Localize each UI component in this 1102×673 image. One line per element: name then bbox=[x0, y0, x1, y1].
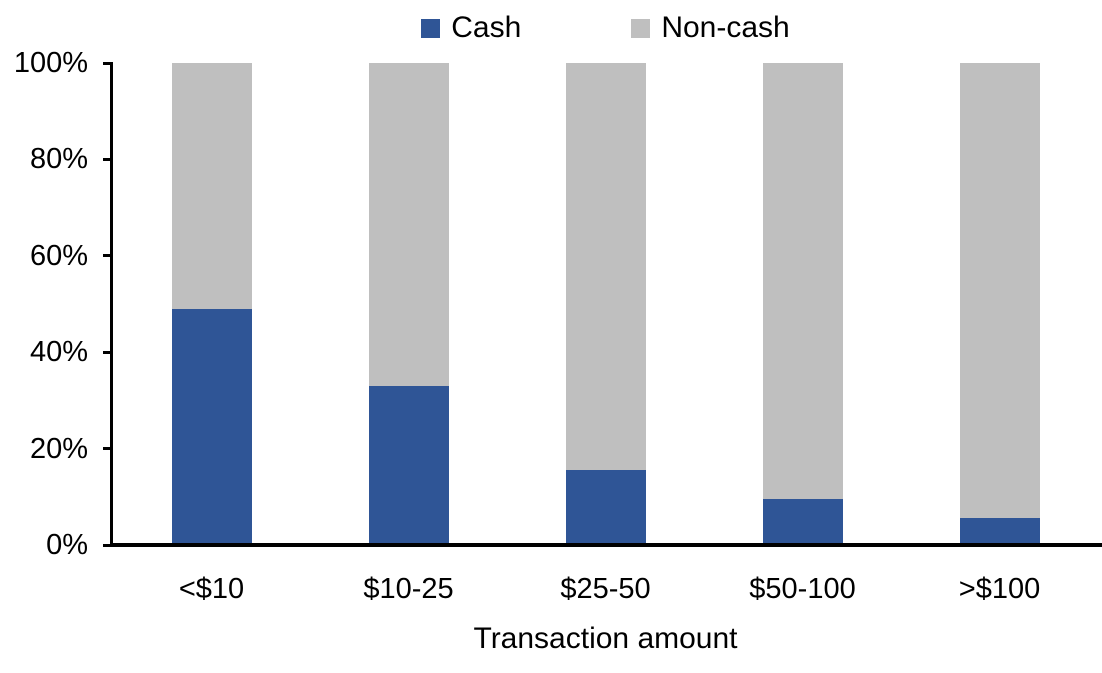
y-tick-mark bbox=[103, 543, 113, 547]
legend-item-cash: Cash bbox=[421, 13, 521, 43]
bar-segment-noncash bbox=[171, 63, 252, 309]
cash-legend-swatch-icon bbox=[421, 18, 441, 38]
bar-segment-noncash bbox=[565, 63, 646, 470]
x-axis-title: Transaction amount bbox=[473, 622, 738, 655]
y-tick-mark bbox=[103, 61, 113, 65]
x-category-label: >$100 bbox=[958, 573, 1041, 605]
bar-segment-noncash bbox=[959, 63, 1040, 518]
y-tick-label: 40% bbox=[29, 336, 88, 369]
x-category-label: $50-100 bbox=[749, 573, 856, 605]
y-tick-label: 0% bbox=[46, 529, 88, 561]
x-category-label: $25-50 bbox=[560, 573, 651, 605]
y-tick-mark bbox=[103, 157, 113, 161]
noncash-legend-label: Non-cash bbox=[661, 11, 790, 44]
bar-segment-cash bbox=[565, 470, 646, 545]
y-tick-label: 80% bbox=[29, 143, 88, 176]
y-tick-mark bbox=[103, 447, 113, 451]
chart-legend: Cash Non-cash bbox=[113, 8, 1098, 48]
y-tick-mark bbox=[103, 350, 113, 354]
y-tick-label: 100% bbox=[13, 47, 88, 79]
x-axis-line bbox=[110, 543, 1102, 547]
y-tick-label: 60% bbox=[29, 239, 88, 272]
x-category-label: <$10 bbox=[178, 573, 245, 605]
bar-segment-cash bbox=[368, 386, 449, 545]
bar-segment-cash bbox=[171, 309, 252, 545]
bar-segment-noncash bbox=[762, 63, 843, 499]
bar-segment-cash bbox=[959, 518, 1040, 545]
bar-segment-cash bbox=[762, 499, 843, 545]
y-tick-mark bbox=[103, 254, 113, 258]
bar-segment-noncash bbox=[368, 63, 449, 386]
legend-item-noncash: Non-cash bbox=[631, 11, 790, 44]
noncash-legend-swatch-icon bbox=[631, 18, 651, 38]
y-axis-line bbox=[110, 62, 113, 547]
cash-legend-label: Cash bbox=[451, 11, 522, 44]
x-category-label: $10-25 bbox=[363, 573, 454, 605]
y-tick-label: 20% bbox=[29, 432, 88, 465]
